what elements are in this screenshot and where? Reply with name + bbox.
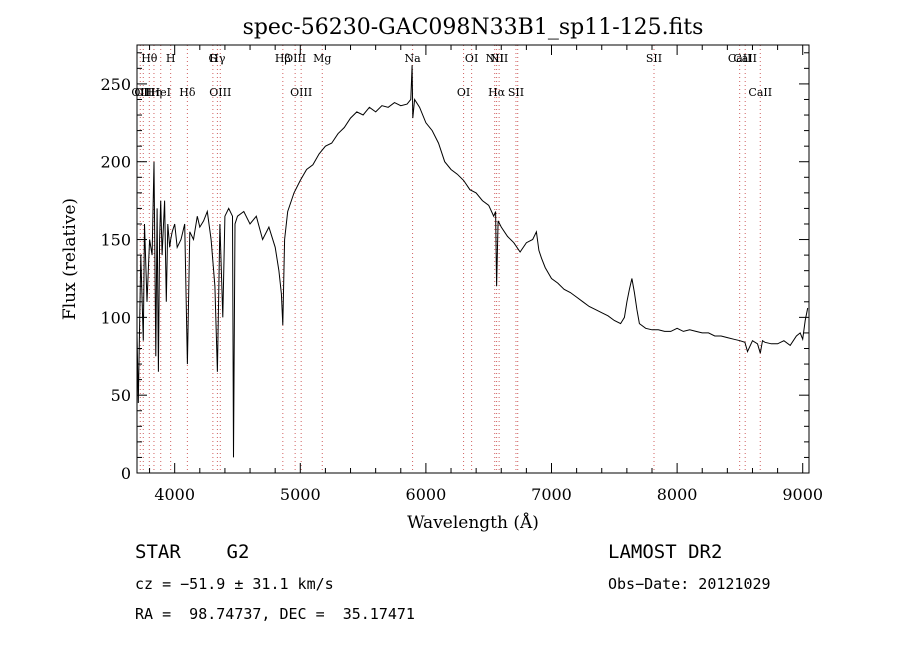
line-label-upper: NII — [486, 52, 504, 65]
y-axis-label: Flux (relative) — [60, 198, 80, 320]
line-label-upper: NII — [490, 52, 508, 65]
plot-frame — [136, 44, 810, 474]
line-label-lower: Hη — [146, 86, 162, 99]
survey-name: LAMOST DR2 — [608, 541, 723, 563]
line-label-lower: OIII — [290, 86, 312, 99]
redshift-velocity: cz = −51.9 ± 31.1 km/s — [135, 575, 334, 593]
x-tick-label: 7000 — [531, 485, 572, 504]
x-axis: 4000 5000 6000 7000 8000 9000 — [149, 45, 823, 504]
line-label-upper: G — [208, 52, 217, 65]
x-tick-label: 8000 — [657, 485, 698, 504]
y-tick-label: 50 — [111, 386, 131, 405]
y-tick-label: 100 — [100, 308, 131, 327]
line-label-lower: SII — [508, 86, 524, 99]
line-label-lower: CaII — [748, 86, 772, 99]
line-label-upper: Hγ — [209, 52, 226, 65]
x-tick-label: 4000 — [154, 485, 195, 504]
line-label-upper: SII — [646, 52, 662, 65]
line-label-upper: OI — [465, 52, 478, 65]
line-markers — [139, 45, 761, 473]
line-label-upper: H — [166, 52, 176, 65]
spectrum-line — [136, 65, 809, 458]
y-tick-label: 150 — [100, 231, 131, 250]
line-label-lower: OIII — [209, 86, 231, 99]
x-tick-label: 9000 — [782, 485, 823, 504]
line-label-upper: Mg — [313, 52, 331, 65]
coordinates: RA = 98.74737, DEC = 35.17471 — [135, 605, 415, 623]
line-label-lower: OI — [457, 86, 470, 99]
y-tick-label: 200 — [100, 153, 131, 172]
line-label-upper: CaII — [733, 52, 757, 65]
y-tick-label: 0 — [121, 464, 131, 483]
line-label-lower: HeI — [151, 86, 171, 99]
x-tick-label: 5000 — [280, 485, 321, 504]
line-label-upper: CaII — [728, 52, 752, 65]
line-label-upper: OIII — [284, 52, 306, 65]
line-label-lower: OII — [134, 86, 152, 99]
line-label-lower: Hα — [488, 86, 506, 99]
line-label-lower: OII — [131, 86, 149, 99]
object-type: STAR G2 — [135, 541, 250, 563]
x-tick-label: 6000 — [406, 485, 447, 504]
line-label-upper: Na — [404, 52, 421, 65]
line-label-lower: Hδ — [179, 86, 196, 99]
line-label-upper: Hβ — [275, 52, 291, 65]
line-label-upper: Hθ — [141, 52, 158, 65]
y-tick-label: 250 — [100, 75, 131, 94]
chart-title: spec-56230-GAC098N33B1_sp11-125.fits — [243, 15, 704, 40]
observation-date: Obs−Date: 20121029 — [608, 575, 771, 593]
x-axis-label: Wavelength (Å) — [407, 512, 539, 533]
y-axis: 0 50 100 150 200 250 — [100, 52, 809, 483]
